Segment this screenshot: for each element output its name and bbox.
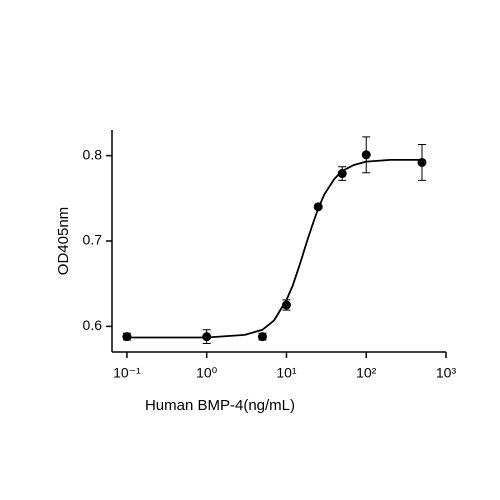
x-tick-label: 10⁻¹	[113, 365, 141, 381]
data-point	[257, 332, 267, 342]
data-point	[361, 150, 371, 160]
data-point	[337, 169, 347, 179]
data-point	[122, 332, 132, 342]
data-point	[417, 157, 427, 167]
y-tick-label: 0.8	[83, 146, 103, 162]
x-tick-label: 10¹	[276, 365, 297, 381]
y-axis-label: OD405nm	[55, 207, 72, 275]
data-point	[281, 300, 291, 310]
x-tick-label: 10²	[356, 365, 377, 381]
y-tick-label: 0.6	[83, 317, 103, 333]
fit-curve	[126, 159, 422, 339]
data-point	[313, 202, 323, 212]
x-tick-label: 10⁰	[196, 365, 218, 381]
y-tick-label: 0.7	[83, 232, 103, 248]
x-axis-label: Human BMP-4(ng/mL)	[145, 397, 295, 414]
data-point	[202, 332, 212, 342]
x-tick-label: 10³	[436, 365, 457, 381]
